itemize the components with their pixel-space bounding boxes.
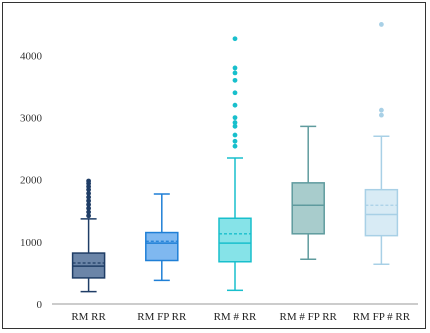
- box-iqr: [364, 188, 399, 237]
- x-category-label: RM # RR: [214, 311, 257, 323]
- outlier-point: [86, 209, 91, 215]
- box-iqr: [145, 231, 179, 262]
- outlier-point: [232, 70, 238, 76]
- box-item: [71, 178, 106, 293]
- x-axis-labels: RM RR RM FP RR RM # RR RM # FP RR RM FP # RR: [71, 311, 410, 323]
- outlier-point: [232, 120, 238, 125]
- x-category-label: RM RR: [71, 311, 106, 323]
- outlier-point: [232, 90, 238, 96]
- outlier-point: [86, 194, 91, 200]
- outlier-point: [86, 205, 91, 211]
- outlier-point: [379, 107, 384, 113]
- y-tick-label: 2000: [20, 175, 43, 187]
- x-category-label: RM # FP RR: [280, 311, 338, 323]
- outlier-point: [232, 115, 238, 121]
- outlier-point: [232, 36, 238, 42]
- outlier-point: [379, 22, 384, 27]
- box-item: [364, 22, 399, 265]
- outlier-point: [232, 132, 238, 138]
- outlier-point: [232, 138, 238, 144]
- box-iqr: [218, 217, 252, 263]
- box-item: [291, 125, 325, 261]
- outlier-point: [232, 123, 238, 129]
- outlier-point: [86, 198, 91, 204]
- outlier-point: [232, 77, 238, 83]
- box-iqr: [291, 182, 325, 235]
- outlier-point: [86, 191, 91, 196]
- box-item: [218, 36, 252, 292]
- outlier-point: [379, 112, 384, 118]
- box-item: [145, 193, 179, 282]
- outlier-point: [86, 202, 91, 207]
- box-series: [71, 22, 399, 293]
- x-category-label: RM FP RR: [137, 311, 187, 323]
- y-tick-label: 3000: [20, 113, 43, 125]
- outlier-point: [86, 178, 91, 184]
- y-axis: 0 1000 2000 3000 4000: [20, 50, 43, 311]
- outlier-point: [232, 65, 238, 71]
- outlier-point: [232, 102, 238, 108]
- x-category-label: RM FP # RR: [353, 311, 411, 323]
- outlier-point: [232, 143, 238, 149]
- y-tick-label: 0: [37, 299, 43, 311]
- y-tick-label: 4000: [20, 50, 43, 62]
- outlier-point: [86, 213, 91, 219]
- y-tick-label: 1000: [20, 237, 43, 249]
